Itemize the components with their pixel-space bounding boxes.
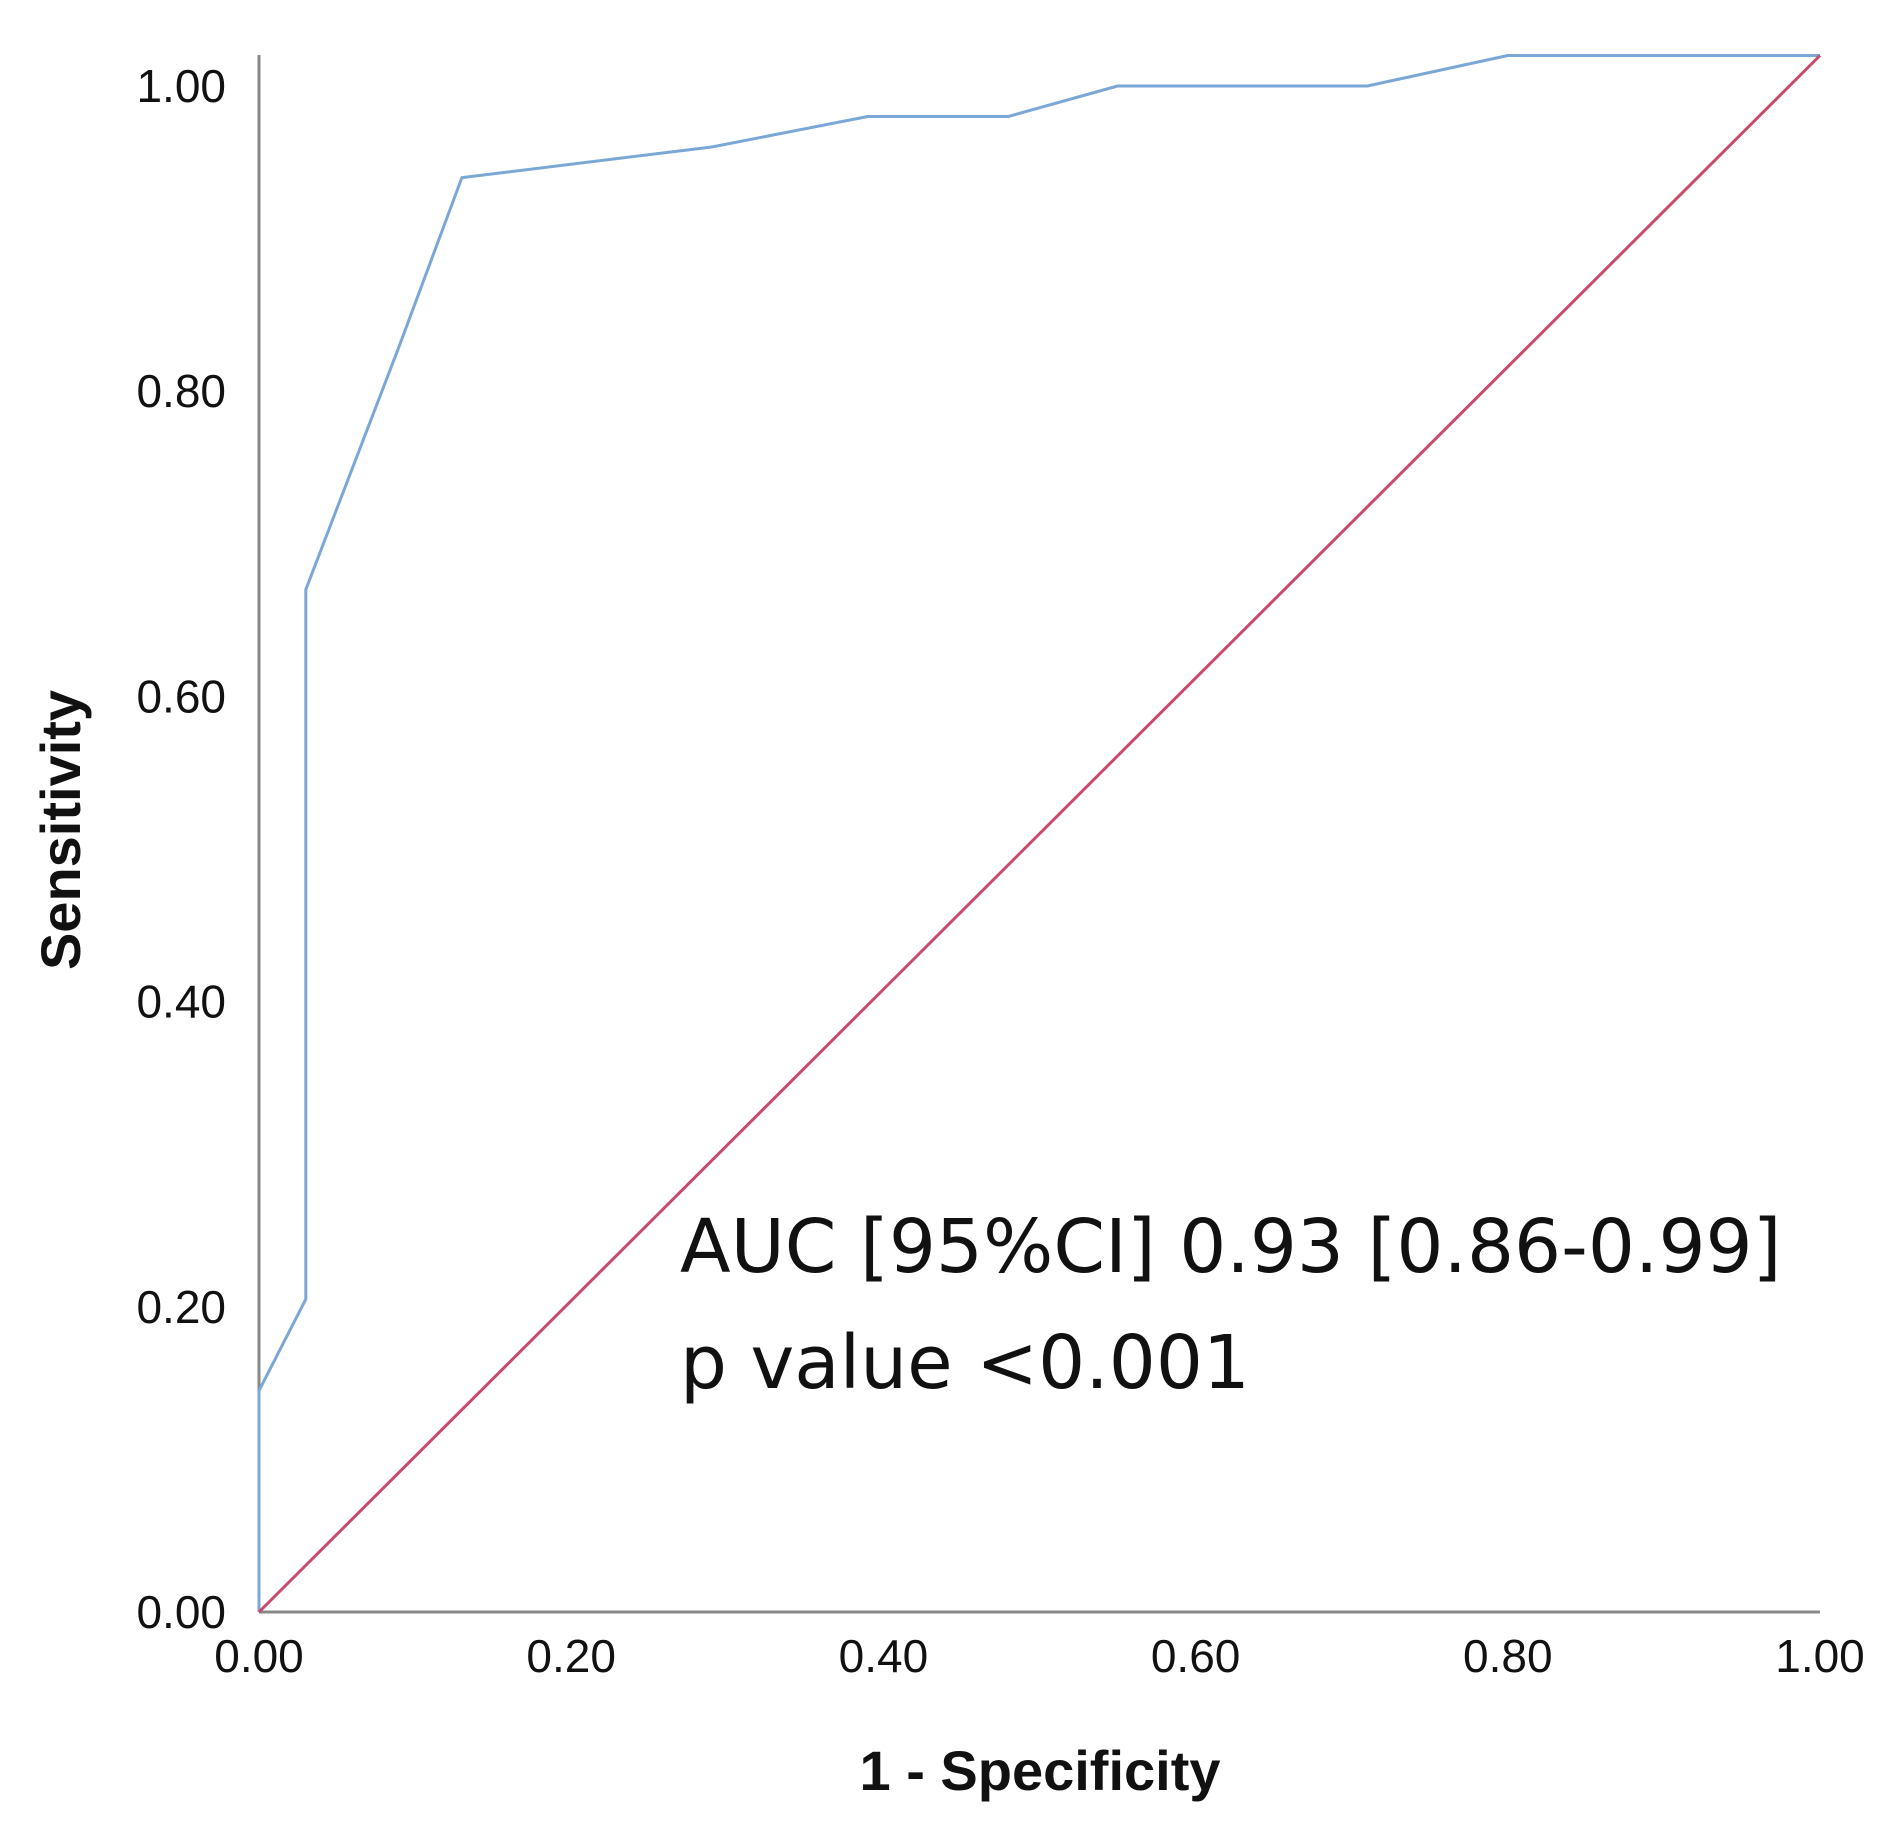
x-axis-title: 1 - Specificity	[859, 1739, 1220, 1802]
y-axis-title: Sensitivity	[29, 690, 92, 970]
y-tick-labels: 0.00 0.20 0.40 0.60 0.80 1.00	[136, 60, 226, 1638]
auc-annotation: AUC [95%CI] 0.93 [0.86-0.99]	[680, 1204, 1781, 1290]
y-tick-label: 1.00	[136, 60, 226, 112]
axes	[257, 55, 1820, 1614]
y-tick-label: 0.80	[136, 365, 226, 417]
reference-diagonal-line	[257, 54, 1822, 1614]
x-tick-labels: 0.00 0.20 0.40 0.60 0.80 1.00	[214, 1630, 1865, 1682]
x-tick-label: 0.20	[526, 1630, 616, 1682]
x-tick-label: 0.80	[1463, 1630, 1553, 1682]
x-tick-label: 0.00	[214, 1630, 304, 1682]
x-tick-label: 0.60	[1151, 1630, 1241, 1682]
y-tick-label: 0.20	[136, 1281, 226, 1333]
roc-curve-line	[257, 54, 1820, 1612]
p-value-annotation: p value <0.001	[680, 1320, 1250, 1406]
x-tick-label: 1.00	[1775, 1630, 1865, 1682]
series-group	[257, 54, 1822, 1614]
y-tick-label: 0.60	[136, 670, 226, 722]
y-tick-label: 0.40	[136, 976, 226, 1028]
x-tick-label: 0.40	[839, 1630, 929, 1682]
y-tick-label: 0.00	[136, 1586, 226, 1638]
